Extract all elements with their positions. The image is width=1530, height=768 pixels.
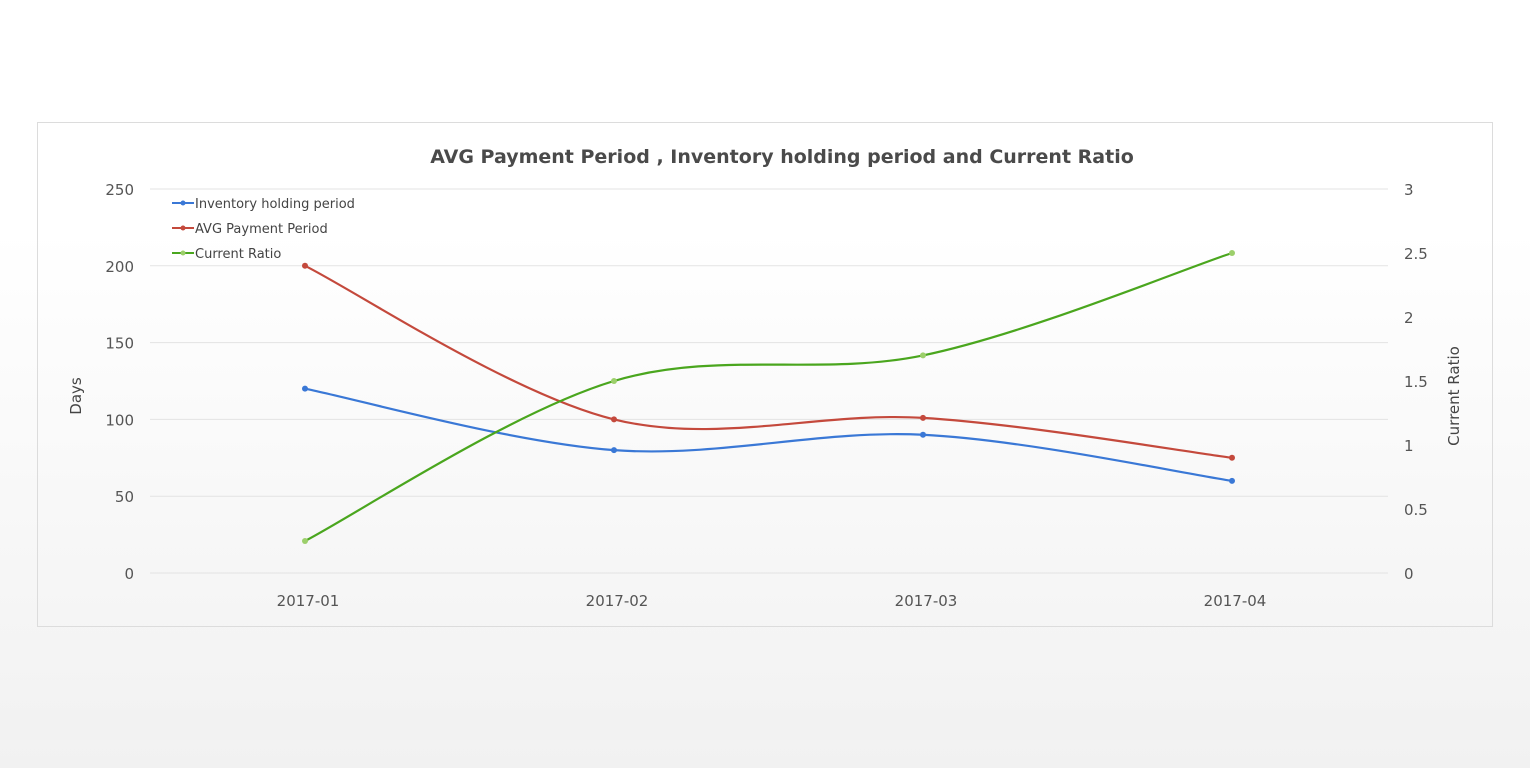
left-tick-label-0: 0 [124, 565, 134, 583]
right-tick-label-6: 3 [1404, 181, 1414, 199]
data-point-inventory-holding-period-0 [302, 385, 308, 392]
right-tick-label-1: 0.5 [1404, 501, 1428, 519]
right-tick-label-5: 2.5 [1404, 245, 1428, 263]
grid-lines [150, 188, 1388, 574]
right-tick-label-3: 1.5 [1404, 373, 1428, 391]
right-axis-ticks: 0 0.5 1 1.5 2 2.5 3 [1404, 181, 1428, 583]
x-tick-label-0: 2017-01 [277, 592, 340, 610]
left-tick-label-5: 250 [105, 181, 134, 199]
legend-label-avg-payment-period: AVG Payment Period [195, 222, 328, 237]
legend-label-inventory-holding-period: Inventory holding period [195, 197, 355, 212]
data-point-avg-payment-period-1 [611, 416, 617, 423]
data-point-current-ratio-0 [302, 538, 308, 544]
data-point-current-ratio-3 [1229, 250, 1235, 256]
series-line-current-ratio [304, 251, 1233, 542]
data-point-inventory-holding-period-2 [920, 431, 926, 438]
right-tick-label-4: 2 [1404, 309, 1414, 327]
series-layer [302, 250, 1235, 544]
right-tick-label-2: 1 [1404, 437, 1414, 455]
legend-marker-inventory-holding-period [180, 200, 186, 206]
legend-label-current-ratio: Current Ratio [195, 247, 281, 262]
legend: Inventory holding period AVG Payment Peri… [172, 197, 355, 262]
data-point-inventory-holding-period-1 [611, 447, 617, 454]
left-tick-label-3: 150 [105, 335, 134, 353]
x-tick-label-2: 2017-03 [895, 592, 958, 610]
chart-title: AVG Payment Period , Inventory holding p… [430, 146, 1134, 168]
data-point-inventory-holding-period-3 [1229, 477, 1235, 484]
legend-marker-avg-payment-period [180, 225, 186, 231]
right-tick-label-0: 0 [1404, 565, 1414, 583]
series-line-inventory-holding-period [304, 387, 1233, 482]
data-point-avg-payment-period-3 [1229, 454, 1235, 461]
data-point-current-ratio-2 [920, 352, 926, 359]
y-axis-label: Days [67, 377, 85, 415]
legend-marker-current-ratio [180, 250, 186, 256]
x-tick-label-3: 2017-04 [1204, 592, 1267, 610]
data-point-avg-payment-period-2 [920, 414, 926, 421]
left-tick-label-4: 200 [105, 258, 134, 276]
x-axis-ticks: 2017-01 2017-02 2017-03 2017-04 [277, 592, 1267, 610]
x-tick-label-1: 2017-02 [586, 592, 649, 610]
left-tick-label-2: 100 [105, 411, 134, 429]
data-point-current-ratio-1 [611, 378, 617, 384]
chart-frame [37, 122, 1493, 627]
data-point-avg-payment-period-0 [302, 262, 308, 269]
left-tick-label-1: 50 [115, 488, 134, 506]
left-axis-ticks: 0 50 100 150 200 250 [105, 181, 134, 583]
series-line-avg-payment-period [304, 264, 1233, 459]
y2-axis-label: Current Ratio [1445, 346, 1463, 446]
